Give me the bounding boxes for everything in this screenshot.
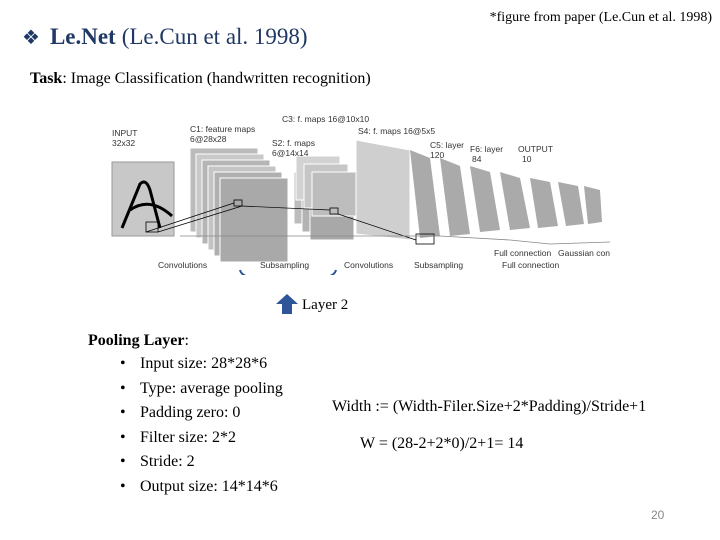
input-size: 32x32 — [112, 138, 135, 148]
pooling-title: Pooling Layer — [88, 332, 185, 349]
s4-stack — [355, 139, 411, 241]
figure-credit: *figure from paper (Le.Cun et al. 1998) — [489, 10, 712, 25]
s2-highlight-box — [329, 207, 339, 215]
list-item: Output size: 14*14*6 — [120, 475, 283, 500]
c1-label: C1: feature maps — [190, 124, 255, 134]
sub-link — [241, 205, 331, 211]
stripe-7 — [584, 186, 602, 224]
conv-link-1 — [145, 202, 235, 233]
s2-label: S2: f. maps — [272, 138, 315, 148]
receptive-field-box — [145, 221, 159, 233]
stripe-5 — [530, 178, 558, 228]
subsampling-brace — [239, 269, 337, 275]
lenet-architecture-figure: INPUT 32x32 C1: feature maps 6@28x28 C3:… — [111, 114, 610, 275]
input-image — [111, 161, 175, 237]
list-item: Padding zero: 0 — [120, 401, 283, 426]
output-label: OUTPUT — [518, 144, 553, 154]
stripe-3 — [470, 166, 500, 232]
c1-map-1 — [219, 177, 289, 263]
list-item: Stride: 2 — [120, 450, 283, 475]
s4-highlight-box — [415, 233, 435, 245]
task-label: Task — [30, 70, 63, 87]
s2-size: 6@14x14 — [272, 148, 309, 158]
output-size: 10 — [522, 154, 532, 164]
full-connection-label-1: Full connection — [494, 248, 551, 258]
f6-label: F6: layer — [470, 144, 503, 154]
list-item: Input size: 28*28*6 — [120, 352, 283, 377]
c1-size: 6@28x28 — [190, 134, 227, 144]
stripe-1 — [410, 150, 440, 238]
pooling-layer-block: Pooling Layer: Input size: 28*28*6 Type:… — [88, 332, 283, 499]
list-item: Type: average pooling — [120, 377, 283, 402]
title-citation: (Le.Cun et al. 1998) — [121, 24, 308, 49]
convolutions-label-1: Convolutions — [158, 260, 207, 270]
stripe-6 — [558, 182, 584, 226]
gaussian-connections-label: Gaussian connections — [558, 248, 610, 258]
c5-label: C5: layer — [430, 140, 464, 150]
subsampling-label-1: Subsampling — [260, 260, 309, 270]
s4-label: S4: f. maps 16@5x5 — [358, 126, 435, 136]
list-item: Filter size: 2*2 — [120, 426, 283, 451]
stripe-2 — [440, 158, 470, 236]
diamond-bullet-icon: ❖ — [22, 26, 40, 49]
input-label: INPUT — [112, 128, 138, 138]
f6-size: 84 — [472, 154, 482, 164]
handwritten-a-glyph — [120, 180, 174, 229]
c5-size: 120 — [430, 150, 444, 160]
subsampling-label-2: Subsampling — [414, 260, 463, 270]
bottom-flow — [180, 235, 610, 245]
width-example: W = (28-2+2*0)/2+1= 14 — [360, 435, 524, 452]
convolutions-label-2: Convolutions — [344, 260, 393, 270]
pooling-title-colon: : — [184, 332, 189, 349]
pooling-list: Input size: 28*28*6 Type: average poolin… — [88, 352, 283, 499]
page-number: 20 — [651, 508, 665, 522]
layer-label: Layer 2 — [302, 297, 349, 313]
title-main: Le.Net — [49, 24, 116, 49]
full-connection-label-2: Full connection — [502, 260, 559, 270]
width-formula: Width := (Width-Filer.Size+2*Padding)/St… — [332, 398, 647, 415]
task-line: Task: Image Classification (handwritten … — [30, 70, 371, 88]
task-text: : Image Classification (handwritten reco… — [62, 70, 371, 87]
stripe-4 — [500, 172, 530, 230]
c3-label: C3: f. maps 16@10x10 — [282, 114, 369, 124]
c3-map-1 — [311, 171, 357, 217]
up-arrow-icon — [276, 294, 298, 314]
conv-link-2 — [157, 205, 243, 233]
slide-title: ❖ Le.Net (Le.Cun et al. 1998) — [22, 24, 308, 50]
